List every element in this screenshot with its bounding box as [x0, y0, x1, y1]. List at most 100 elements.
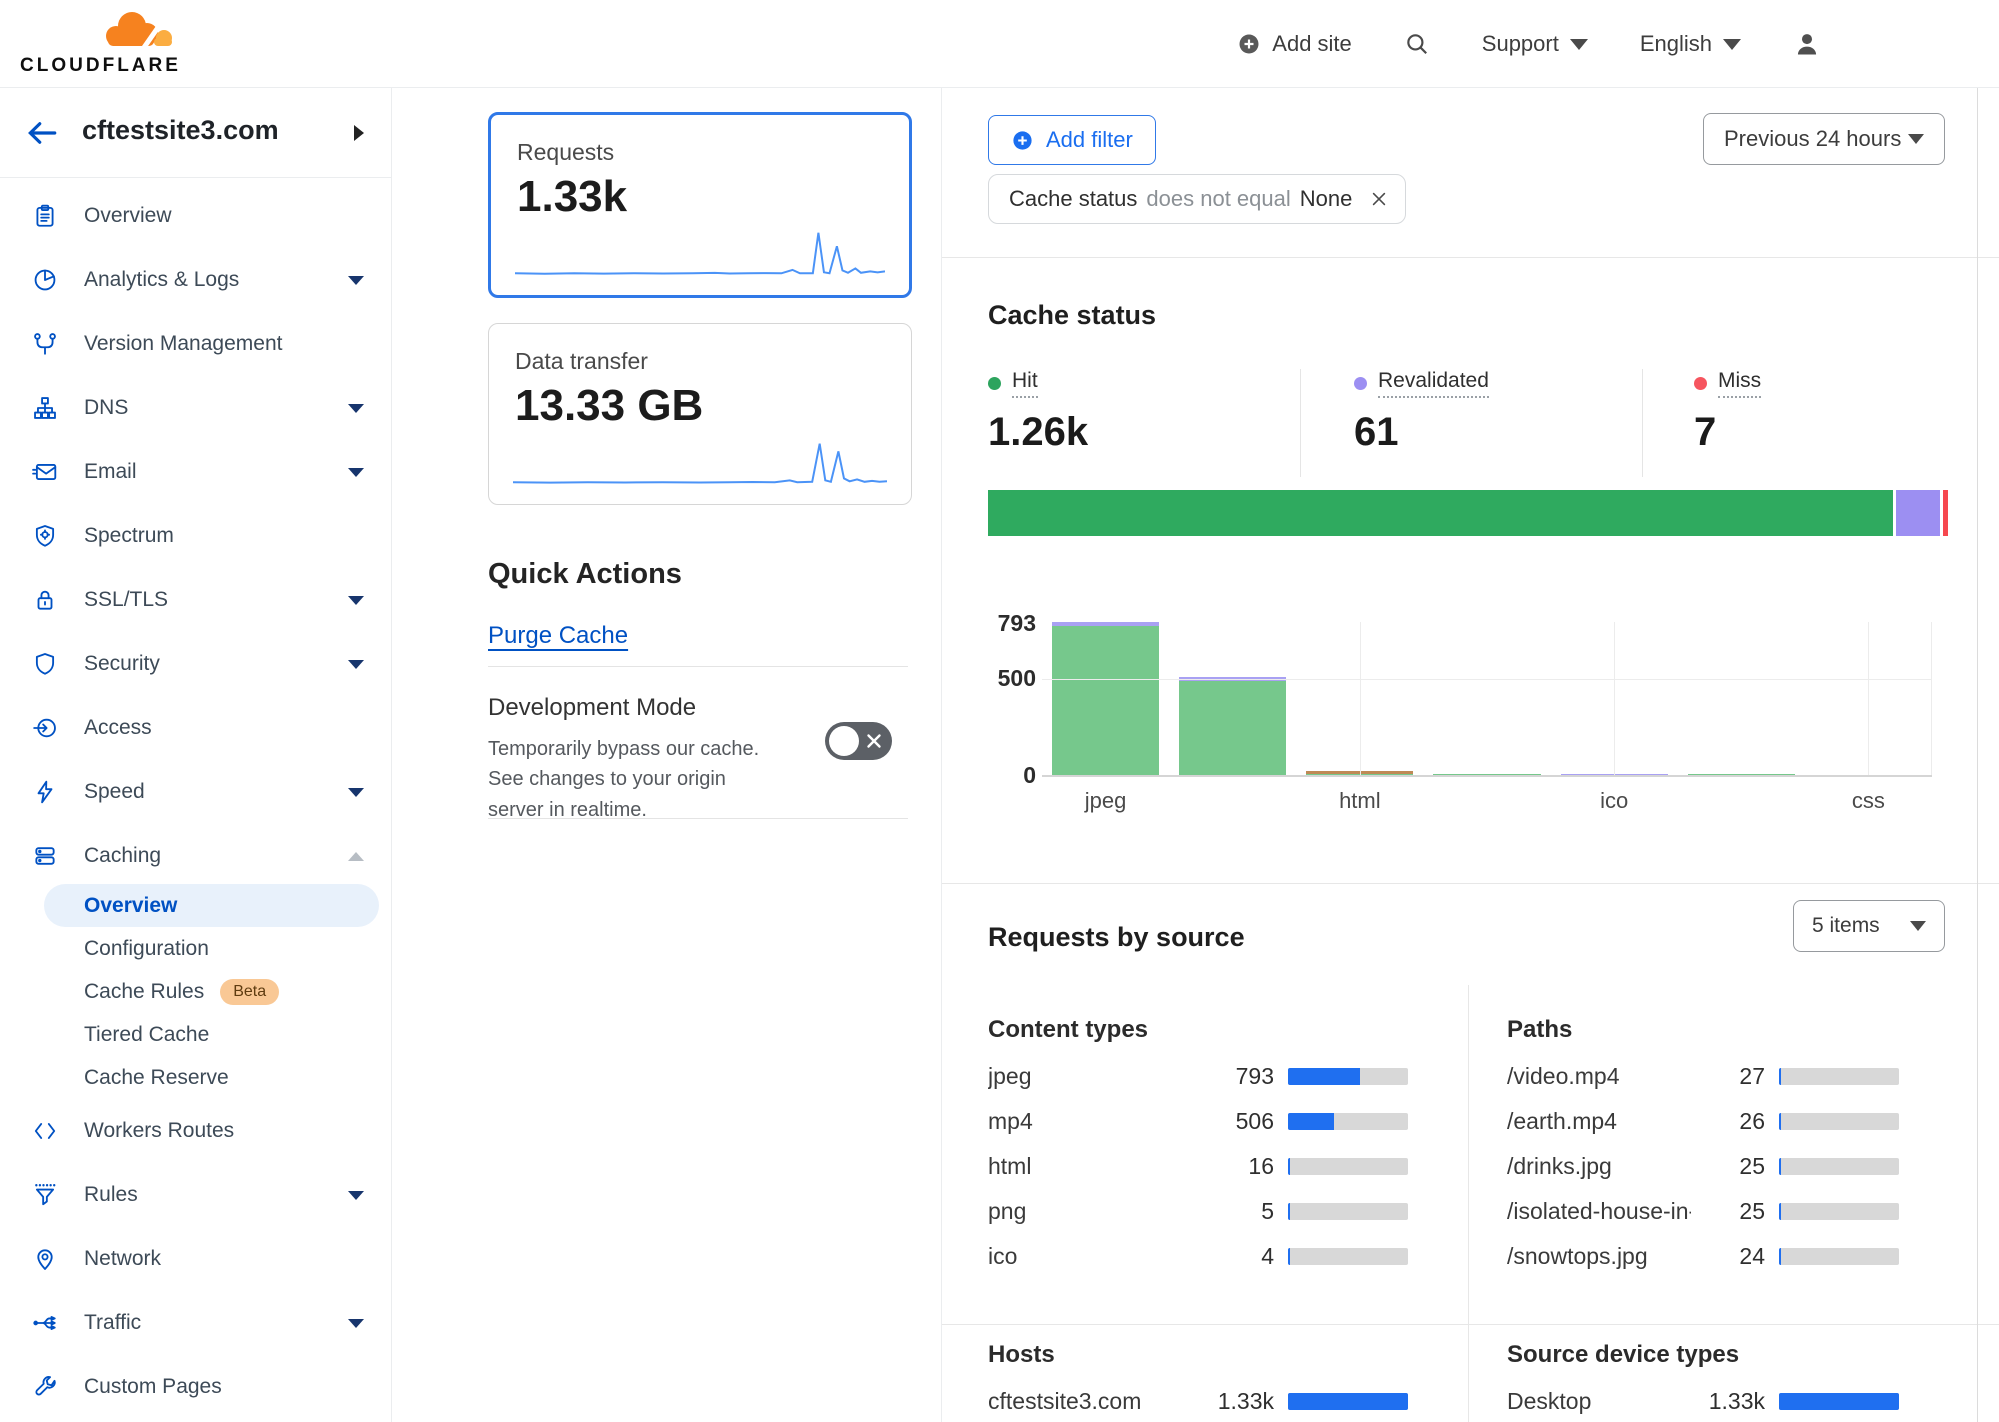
- revalidated-label[interactable]: Revalidated: [1378, 369, 1489, 398]
- cloudflare-logo[interactable]: CLOUDFLARE: [18, 8, 183, 77]
- sidebar-item-spectrum[interactable]: Spectrum: [0, 504, 391, 568]
- sidebar-item-custom-pages[interactable]: Custom Pages: [0, 1355, 391, 1419]
- bar-segment-hit: [1052, 626, 1160, 775]
- search-icon[interactable]: [1404, 31, 1430, 57]
- row-value: 25: [1739, 1153, 1765, 1179]
- hit-label[interactable]: Hit: [1012, 369, 1038, 398]
- divider: [1468, 985, 1469, 1422]
- sidebar-item-analytics-logs[interactable]: Analytics & Logs: [0, 248, 391, 312]
- row-value: 1.33k: [1708, 1388, 1765, 1414]
- location-pin-icon: [32, 1246, 58, 1272]
- sidebar-subitem-label: Configuration: [84, 936, 209, 960]
- row-bar-fill: [1288, 1203, 1290, 1220]
- add-site-label: Add site: [1272, 31, 1352, 56]
- sidebar-item-label: Custom Pages: [84, 1375, 222, 1398]
- back-arrow-icon[interactable]: [24, 115, 60, 151]
- sidebar-item-label: DNS: [84, 396, 129, 419]
- bar-segment-revalidated: [1052, 622, 1160, 627]
- remove-filter-icon[interactable]: [1369, 189, 1389, 209]
- sidebar-item-version-management[interactable]: Version Management: [0, 312, 391, 376]
- language-menu[interactable]: English: [1640, 31, 1741, 57]
- sidebar-item-ssl-tls[interactable]: SSL/TLS: [0, 568, 391, 632]
- requests-label: Requests: [517, 139, 615, 165]
- sidebar-item-label: Analytics & Logs: [84, 268, 240, 291]
- purge-cache-link[interactable]: Purge Cache: [488, 622, 629, 649]
- row-label: /isolated-house-in-mo...: [1507, 1198, 1691, 1224]
- sidebar-item-network[interactable]: Network: [0, 1227, 391, 1291]
- requests-sparkline: [515, 225, 885, 281]
- cache-status-bar-chart: 793 500 0 jpeg html ico css: [988, 608, 1932, 818]
- sidebar-item-workers-routes[interactable]: Workers Routes: [0, 1099, 391, 1163]
- shield-icon: [32, 651, 58, 677]
- sidebar-item-dns[interactable]: DNS: [0, 376, 391, 440]
- chevron-right-icon[interactable]: [354, 125, 364, 141]
- chevron-down-icon: [348, 660, 364, 669]
- source-row-jpeg: jpeg 793: [988, 1054, 1408, 1099]
- sidebar-item-rules[interactable]: Rules: [0, 1163, 391, 1227]
- sidebar-item-security[interactable]: Security: [0, 632, 391, 696]
- content-types-column: Content types jpeg 793 mp4 506 html 16 png 5 ico 4: [988, 1016, 1408, 1279]
- sidebar-subitem-label: Cache Reserve: [84, 1065, 229, 1089]
- development-mode-description: Temporarily bypass our cache. See change…: [488, 738, 760, 821]
- stacked-bar-segment-hit: [988, 490, 1894, 536]
- sidebar-item-access[interactable]: Access: [0, 696, 391, 760]
- filter-chip[interactable]: Cache status does not equal None: [988, 174, 1407, 224]
- chevron-down-icon: [348, 1191, 364, 1200]
- row-bar-track: [1288, 1068, 1408, 1085]
- data-transfer-label: Data transfer: [515, 348, 648, 374]
- row-bar-track: [1288, 1158, 1408, 1175]
- user-avatar-icon[interactable]: [1793, 30, 1821, 58]
- sidebar-item-caching[interactable]: Caching: [0, 824, 391, 888]
- sidebar-item-overview[interactable]: Overview: [0, 184, 391, 248]
- y-axis-tick: 0: [1023, 762, 1036, 788]
- sidebar-item-traffic[interactable]: Traffic: [0, 1291, 391, 1355]
- source-row-ico: ico 4: [988, 1234, 1408, 1279]
- sidebar-item-label: Network: [84, 1247, 162, 1270]
- row-bar-track: [1779, 1203, 1899, 1220]
- sidebar-item-label: Traffic: [84, 1311, 142, 1334]
- development-mode-toggle[interactable]: [825, 722, 892, 760]
- chart-bar: [1169, 622, 1296, 775]
- source-device-types-column: Source device types Desktop 1.33k: [1507, 1341, 1899, 1422]
- miss-label[interactable]: Miss: [1718, 369, 1762, 398]
- middle-column: Requests 1.33k Data transfer 13.33 GB Qu…: [392, 88, 942, 1422]
- row-value: 24: [1739, 1243, 1765, 1269]
- items-count-select[interactable]: 5 items: [1793, 900, 1945, 952]
- sidebar-item-email[interactable]: Email: [0, 440, 391, 504]
- requests-metric-card[interactable]: Requests 1.33k: [488, 112, 912, 298]
- plus-circle-icon: [1013, 130, 1032, 150]
- time-range-select[interactable]: Previous 24 hours: [1703, 113, 1945, 165]
- source-row-cftestsite3-com: cftestsite3.com 1.33k: [988, 1379, 1408, 1422]
- sidebar-subitem-overview[interactable]: Overview: [44, 884, 379, 927]
- add-filter-button[interactable]: Add filter: [988, 115, 1156, 165]
- row-value: 793: [1235, 1063, 1274, 1089]
- add-site-button[interactable]: Add site: [1237, 31, 1352, 57]
- scrollbar-track[interactable]: [1977, 88, 1978, 1422]
- divider: [942, 257, 1999, 258]
- analytics-panel: Add filter Cache status does not equal N…: [942, 88, 1999, 1422]
- column-heading: Hosts: [988, 1341, 1055, 1368]
- sidebar-subitem-configuration[interactable]: Configuration: [0, 927, 391, 970]
- source-row-video-mp4: /video.mp4 27: [1507, 1054, 1899, 1099]
- support-menu[interactable]: Support: [1482, 31, 1588, 57]
- chart-bar: [1678, 622, 1805, 775]
- row-bar-fill: [1779, 1158, 1781, 1175]
- cache-status-title: Cache status: [988, 300, 1157, 330]
- stacked-bar-segment-revalidated: [1896, 490, 1940, 536]
- quick-actions-title: Quick Actions: [488, 558, 682, 590]
- sidebar-item-label: Overview: [84, 204, 172, 227]
- chevron-down-icon: [348, 276, 364, 285]
- topbar: CLOUDFLARE Add site Support English: [0, 0, 1999, 88]
- sidebar-item-speed[interactable]: Speed: [0, 760, 391, 824]
- sidebar-subitem-cache-rules[interactable]: Cache Rules Beta: [0, 970, 391, 1013]
- sidebar-subitem-tiered-cache[interactable]: Tiered Cache: [0, 1013, 391, 1056]
- data-transfer-metric-card[interactable]: Data transfer 13.33 GB: [488, 323, 912, 505]
- branch-icon: [32, 331, 58, 357]
- hosts-column: Hosts cftestsite3.com 1.33k: [988, 1341, 1408, 1422]
- sidebar-subitem-label: Cache Rules: [84, 979, 205, 1003]
- x-axis-line: [1042, 775, 1932, 777]
- row-label: cftestsite3.com: [988, 1388, 1142, 1414]
- x-axis-label: ico: [1600, 788, 1629, 813]
- sidebar-subitem-cache-reserve[interactable]: Cache Reserve: [0, 1056, 391, 1099]
- row-bar-fill: [1288, 1113, 1334, 1130]
